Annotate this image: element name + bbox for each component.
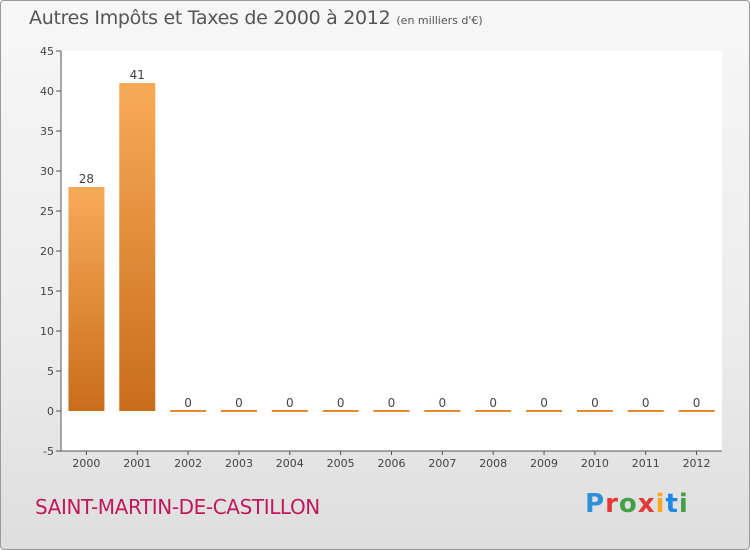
x-tick-label: 2007 <box>428 457 456 470</box>
data-label-2002: 0 <box>184 396 192 410</box>
y-tick-label: 20 <box>40 245 54 258</box>
data-label-2007: 0 <box>439 396 447 410</box>
x-tick-label: 2004 <box>276 457 304 470</box>
y-tick-label: 10 <box>40 325 54 338</box>
y-tick-label: 25 <box>40 205 54 218</box>
chart-title-text: Autres Impôts et Taxes de 2000 à 2012 <box>29 7 391 29</box>
y-tick-label: 0 <box>47 405 54 418</box>
x-tick-label: 2003 <box>225 457 253 470</box>
data-label-2012: 0 <box>693 396 701 410</box>
data-label-2009: 0 <box>540 396 548 410</box>
data-label-2010: 0 <box>591 396 599 410</box>
x-tick-label: 2010 <box>581 457 609 470</box>
x-tick-label: 2008 <box>479 457 507 470</box>
data-label-2001: 41 <box>130 68 145 82</box>
x-tick-label: 2002 <box>174 457 202 470</box>
data-labels: 28 41 0 0 0 0 0 0 0 0 0 0 0 <box>79 68 701 410</box>
y-tick-label: 5 <box>47 365 54 378</box>
data-label-2000: 28 <box>79 172 94 186</box>
bars <box>68 83 715 412</box>
chart-title: Autres Impôts et Taxes de 2000 à 2012 (en… <box>29 7 483 29</box>
x-tick-label: 2001 <box>123 457 151 470</box>
y-tick-label: 15 <box>40 285 54 298</box>
x-tick-label: 2006 <box>378 457 406 470</box>
y-tick-label: 35 <box>40 125 54 138</box>
data-label-2006: 0 <box>388 396 396 410</box>
x-tick-label: 2000 <box>72 457 100 470</box>
commune-name: SAINT-MARTIN-DE-CASTILLON <box>35 495 320 519</box>
data-label-2004: 0 <box>286 396 294 410</box>
bar-2001 <box>119 83 156 411</box>
plot-background <box>61 51 722 451</box>
data-label-2005: 0 <box>337 396 345 410</box>
data-label-2003: 0 <box>235 396 243 410</box>
x-tick-label: 2005 <box>327 457 355 470</box>
x-tick-label: 2009 <box>530 457 558 470</box>
x-tick-label: 2011 <box>632 457 660 470</box>
x-tick-label: 2012 <box>683 457 711 470</box>
chart-subtitle: (en milliers d'€) <box>396 14 483 27</box>
proxiti-logo[interactable]: Proxiti <box>585 489 689 519</box>
plot-area <box>61 51 722 451</box>
data-label-2011: 0 <box>642 396 650 410</box>
y-tick-label: 40 <box>40 85 54 98</box>
y-tick-label: 45 <box>40 45 54 58</box>
y-tick-label: -5 <box>43 445 54 458</box>
axes: -5 0 5 10 15 20 25 30 35 40 45 2000 2001 2002 2003 2004… <box>40 45 722 470</box>
y-tick-label: 30 <box>40 165 54 178</box>
bar-2000 <box>68 187 105 411</box>
data-label-2008: 0 <box>489 396 497 410</box>
